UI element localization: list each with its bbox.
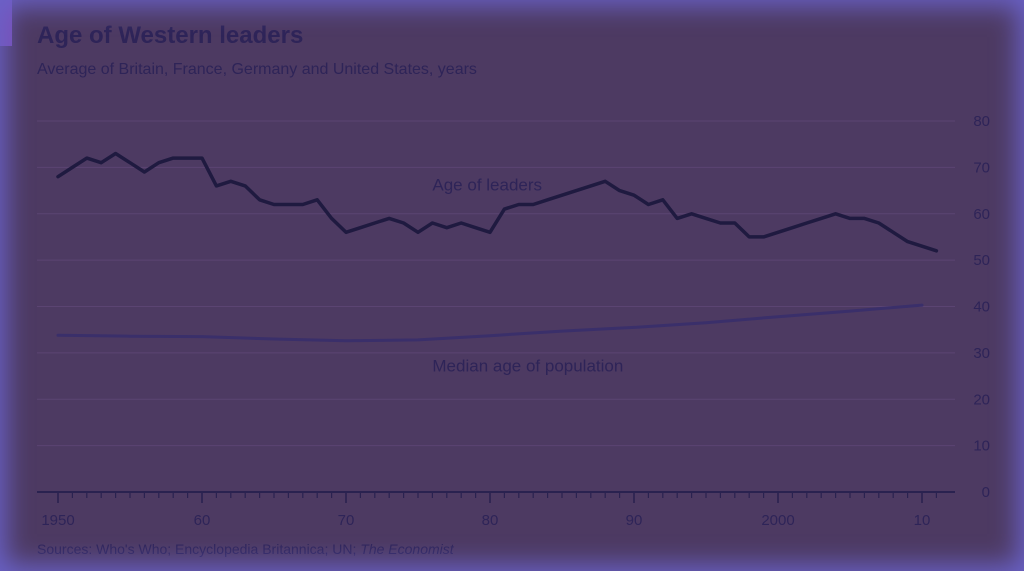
y-tick-label-0: 0 — [982, 484, 990, 501]
x-tick-label-2000: 2000 — [761, 512, 794, 529]
y-tick-label-10: 10 — [973, 438, 990, 455]
x-tick-label-1970: 70 — [338, 512, 355, 529]
y-tick-label-20: 20 — [973, 391, 990, 408]
chart-title: Age of Western leaders — [37, 22, 304, 49]
source-text: Sources: Who's Who; Encyclopedia Britann… — [37, 541, 361, 557]
source-publisher: The Economist — [360, 541, 454, 557]
chart-subtitle: Average of Britain, France, Germany and … — [37, 61, 477, 78]
annotations: Age of leaders Median age of population — [432, 176, 623, 376]
y-tick-labels: 0 10 20 30 40 50 60 70 80 — [973, 113, 990, 501]
source-note: Sources: Who's Who; Encyclopedia Britann… — [37, 541, 454, 557]
y-tick-label-70: 70 — [973, 159, 990, 176]
annotation-1: Median age of population — [432, 356, 623, 375]
y-tick-label-50: 50 — [973, 252, 990, 269]
series-line-median-age — [56, 303, 924, 343]
y-tick-label-40: 40 — [973, 299, 990, 316]
x-axis: 1950 60 70 80 90 2000 10 — [37, 491, 955, 529]
x-tick-label-1980: 80 — [482, 512, 499, 529]
y-tick-label-60: 60 — [973, 206, 990, 223]
y-tick-label-80: 80 — [973, 113, 990, 130]
y-tick-label-30: 30 — [973, 345, 990, 362]
corner-accent-tag — [0, 0, 12, 46]
x-tick-label-1950: 1950 — [41, 512, 74, 529]
series-lines — [56, 151, 939, 343]
annotation-0: Age of leaders — [432, 176, 542, 195]
grid-lines — [37, 120, 955, 447]
x-tick-label-1960: 60 — [194, 512, 211, 529]
x-tick-label-1990: 90 — [626, 512, 643, 529]
series-line-age-of-leaders — [56, 151, 939, 253]
x-tick-label-2010: 10 — [914, 512, 931, 529]
